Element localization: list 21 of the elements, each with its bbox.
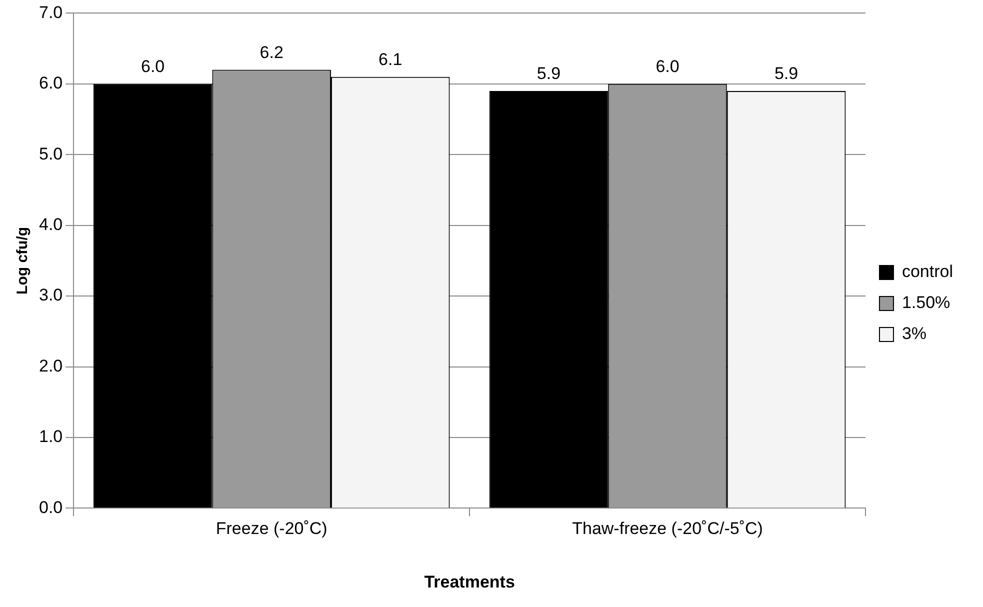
y-axis-title: Log cfu/g bbox=[14, 226, 32, 294]
x-axis-title: Treatments bbox=[424, 572, 515, 592]
x-tick-label: Freeze (-20˚C) bbox=[216, 519, 328, 538]
y-tick-label: 3.0 bbox=[38, 286, 63, 305]
y-tick-label: 4.0 bbox=[38, 215, 63, 234]
data-label: 5.9 bbox=[774, 64, 798, 84]
legend-label: 1.50% bbox=[902, 293, 950, 312]
x-tick-label: Thaw-freeze (-20˚C/-5˚C) bbox=[572, 519, 763, 538]
data-label: 5.9 bbox=[536, 64, 561, 84]
data-label: 6.0 bbox=[656, 57, 680, 76]
data-label: 6.2 bbox=[260, 42, 284, 62]
y-tick-label: 1.0 bbox=[38, 427, 63, 446]
y-tick-label: 7.0 bbox=[38, 2, 63, 22]
y-tick-label: 2.0 bbox=[38, 356, 63, 376]
legend-label: control bbox=[902, 262, 954, 282]
legend-label: 3% bbox=[902, 324, 927, 344]
y-tick-label: 6.0 bbox=[38, 74, 63, 93]
data-label: 6.0 bbox=[140, 57, 165, 76]
y-tick-label: 0.0 bbox=[38, 498, 63, 517]
y-tick-label: 5.0 bbox=[38, 144, 63, 164]
data-label: 6.1 bbox=[378, 50, 402, 70]
